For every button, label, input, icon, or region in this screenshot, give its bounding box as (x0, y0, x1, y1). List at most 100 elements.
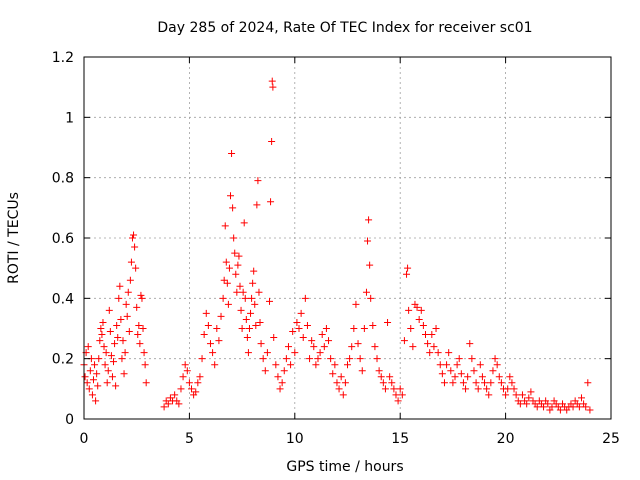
data-point (251, 300, 259, 308)
data-point (445, 349, 453, 357)
data-point (259, 355, 267, 363)
data-point (508, 379, 516, 387)
data-point (230, 234, 238, 242)
data-point (244, 349, 252, 357)
data-point (92, 397, 100, 405)
data-point (569, 403, 577, 411)
data-point (405, 306, 413, 314)
data-point (548, 403, 556, 411)
data-point (344, 361, 351, 369)
data-point (426, 349, 434, 357)
data-point (113, 321, 121, 329)
data-point (299, 334, 307, 342)
data-point (417, 306, 425, 314)
data-point (301, 294, 309, 302)
data-point (377, 373, 385, 381)
data-point (224, 300, 232, 308)
data-point (540, 403, 548, 411)
data-point (388, 379, 396, 387)
data-point (132, 264, 140, 272)
data-point (192, 388, 200, 396)
data-point (141, 361, 149, 369)
data-point (177, 385, 185, 393)
data-point (278, 379, 286, 387)
y-axis-label: ROTI / TECUs (6, 192, 22, 284)
data-point (85, 385, 93, 393)
data-point (206, 340, 214, 348)
data-point (89, 376, 97, 384)
data-point (375, 367, 383, 375)
data-point (525, 394, 533, 402)
data-point (352, 300, 360, 308)
data-point (98, 331, 106, 339)
data-point (138, 294, 146, 302)
data-point (495, 373, 503, 381)
data-point (282, 355, 290, 363)
data-point (310, 343, 318, 351)
data-point (108, 373, 116, 381)
data-point (120, 370, 128, 378)
data-point (394, 397, 402, 405)
data-point (171, 391, 179, 399)
data-point (131, 243, 139, 251)
data-point (111, 340, 119, 348)
data-point (424, 340, 432, 348)
data-point (97, 325, 105, 332)
data-point (506, 373, 514, 381)
data-point (107, 352, 115, 360)
data-point (293, 318, 301, 326)
data-point (364, 237, 372, 245)
data-point (204, 321, 212, 329)
data-point (136, 340, 144, 348)
data-point (119, 337, 127, 345)
data-point (235, 252, 243, 260)
data-point (449, 379, 457, 387)
data-point (489, 367, 497, 375)
data-point (297, 309, 305, 317)
data-point (510, 385, 518, 393)
data-point (164, 400, 172, 408)
data-point (229, 204, 237, 212)
data-point (443, 361, 451, 369)
data-point (316, 349, 324, 357)
data-point (261, 367, 269, 375)
data-point (356, 355, 364, 363)
data-point (139, 325, 147, 332)
data-point (438, 370, 446, 378)
data-point (222, 258, 230, 266)
data-point (248, 294, 256, 302)
data-point (533, 403, 541, 411)
data-point (268, 77, 276, 85)
data-point (373, 355, 381, 363)
data-point (228, 150, 236, 158)
data-point (96, 337, 104, 345)
data-point (371, 343, 379, 351)
data-point (142, 379, 150, 387)
data-point (84, 343, 92, 351)
data-point (341, 379, 349, 387)
data-point (130, 231, 138, 239)
data-point (94, 382, 102, 390)
data-point (367, 294, 375, 302)
data-point (241, 294, 249, 302)
data-point (476, 361, 484, 369)
data-point (468, 355, 476, 363)
y-tick-label: 0.2 (52, 352, 74, 368)
data-point (478, 373, 486, 381)
data-point (221, 222, 229, 230)
data-point (303, 321, 311, 329)
data-point (436, 361, 444, 369)
y-tick-label: 0.4 (52, 291, 74, 307)
data-point (223, 279, 231, 287)
data-point (464, 373, 472, 381)
data-point (254, 177, 262, 185)
data-point (544, 400, 552, 408)
data-point (194, 379, 202, 387)
data-point (106, 328, 114, 336)
data-point (115, 294, 123, 302)
data-point (415, 315, 423, 323)
data-point (220, 276, 228, 284)
data-point (333, 379, 341, 387)
data-point (240, 219, 248, 227)
